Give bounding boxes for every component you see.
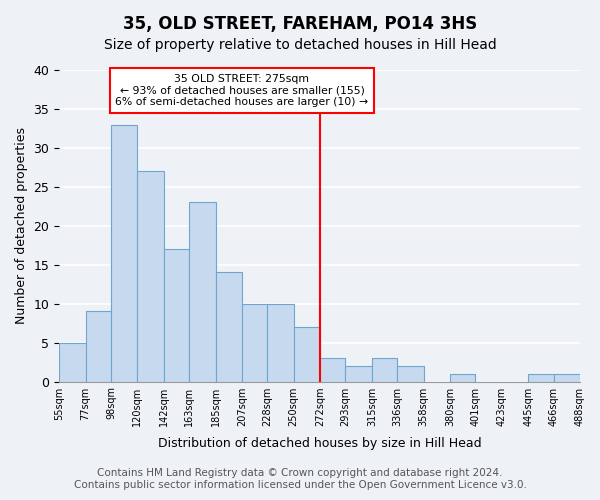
Text: 35 OLD STREET: 275sqm
← 93% of detached houses are smaller (155)
6% of semi-deta: 35 OLD STREET: 275sqm ← 93% of detached … [115,74,368,107]
Bar [320,358,346,382]
Bar [111,124,137,382]
Bar [372,358,397,382]
Bar [86,312,111,382]
Y-axis label: Number of detached properties: Number of detached properties [15,128,28,324]
Bar [137,171,164,382]
Bar [242,304,267,382]
Bar [189,202,215,382]
X-axis label: Distribution of detached houses by size in Hill Head: Distribution of detached houses by size … [158,437,481,450]
Bar [397,366,424,382]
Bar [59,342,86,382]
Bar [267,304,294,382]
Bar [450,374,475,382]
Bar [346,366,372,382]
Bar [164,249,189,382]
Text: Size of property relative to detached houses in Hill Head: Size of property relative to detached ho… [104,38,496,52]
Bar [294,327,320,382]
Bar [215,272,242,382]
Bar [554,374,580,382]
Bar [528,374,554,382]
Text: Contains HM Land Registry data © Crown copyright and database right 2024.
Contai: Contains HM Land Registry data © Crown c… [74,468,526,490]
Text: 35, OLD STREET, FAREHAM, PO14 3HS: 35, OLD STREET, FAREHAM, PO14 3HS [123,15,477,33]
